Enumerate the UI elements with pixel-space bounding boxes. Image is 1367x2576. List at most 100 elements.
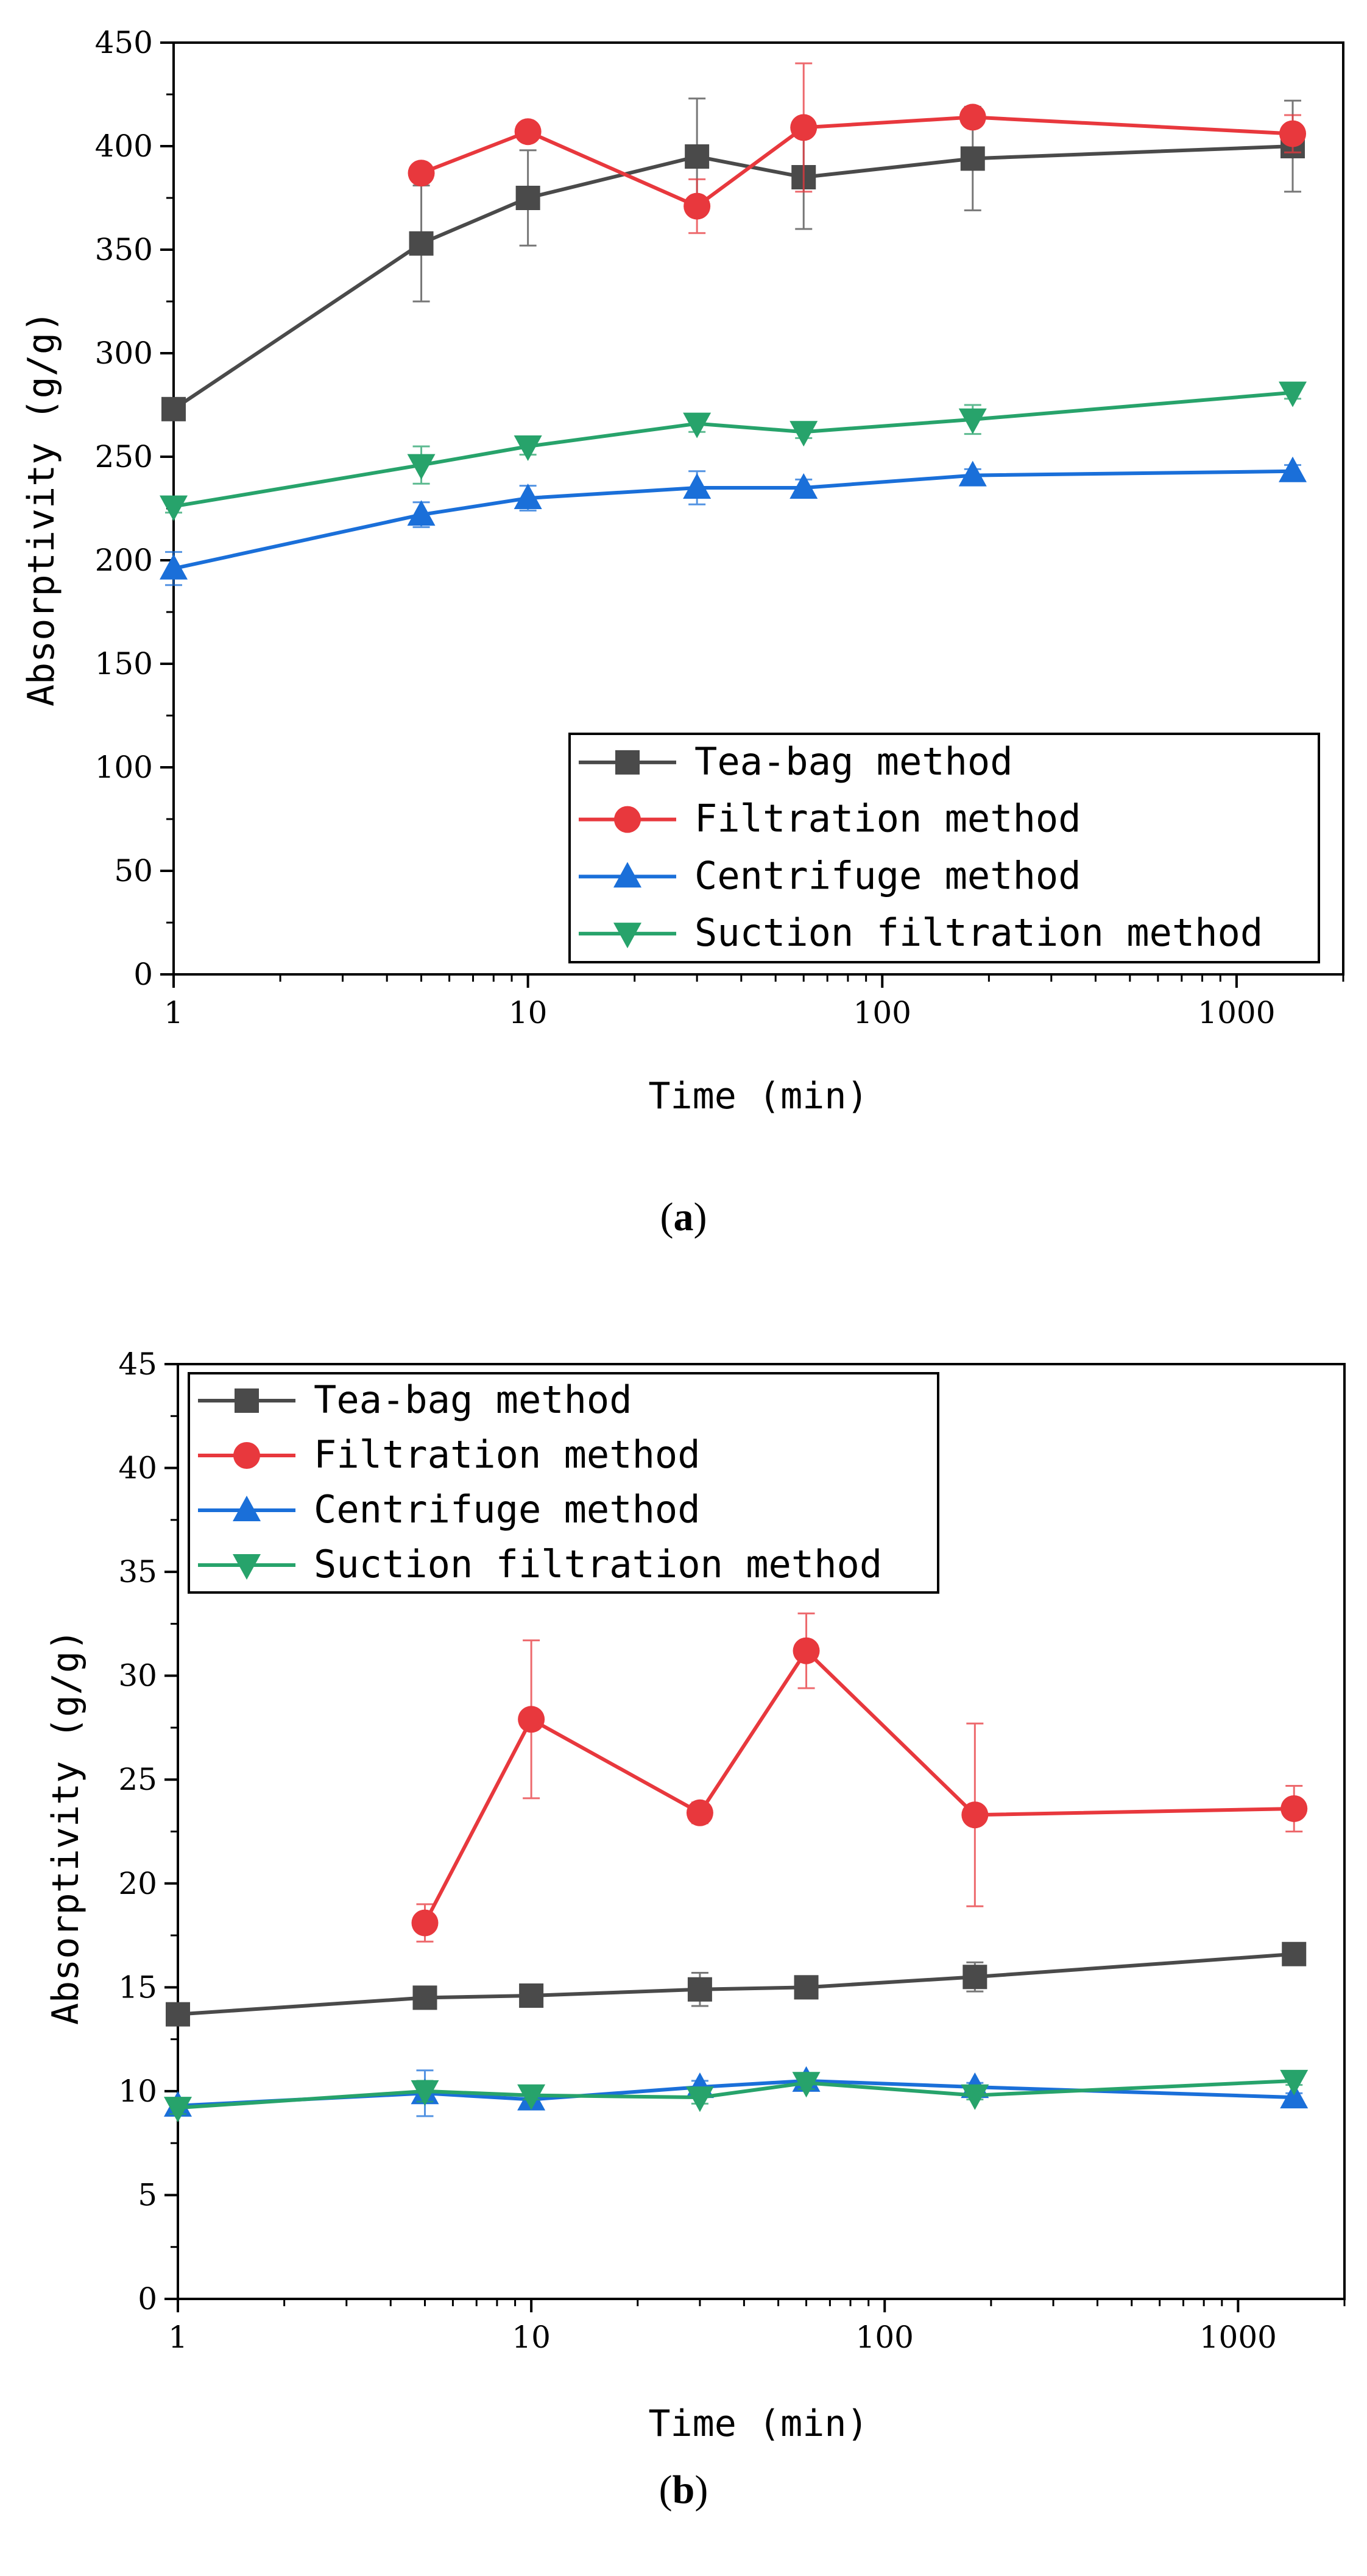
legend-marker <box>233 1496 261 1521</box>
data-point <box>407 500 436 526</box>
y-tick-label: 300 <box>95 336 153 371</box>
data-point <box>790 114 818 141</box>
data-point <box>961 1801 989 1829</box>
data-point <box>160 554 188 580</box>
x-tick-label: 1000 <box>1198 995 1275 1030</box>
series-4 <box>160 381 1307 521</box>
data-point <box>961 2084 989 2110</box>
y-tick-label: 35 <box>118 1554 157 1589</box>
data-point <box>409 231 434 256</box>
y-tick-label: 150 <box>95 646 153 681</box>
data-point <box>161 396 186 421</box>
y-tick-label: 0 <box>138 2281 157 2317</box>
legend-item: Centrifuge method <box>579 853 1081 898</box>
legend-item: Tea-bag method <box>198 1378 632 1422</box>
data-point <box>960 146 985 171</box>
panel-caption: (b) <box>659 2468 708 2512</box>
data-point <box>1280 2069 1309 2096</box>
legend-marker <box>615 750 640 775</box>
data-point <box>959 104 986 131</box>
data-point <box>515 186 540 210</box>
data-point <box>792 2072 821 2098</box>
legend-item: Suction filtration method <box>579 910 1263 955</box>
data-point <box>685 2086 714 2113</box>
legend-item: Filtration method <box>198 1432 701 1477</box>
data-point <box>789 421 818 447</box>
legend-item: Filtration method <box>579 797 1081 841</box>
series-3 <box>160 456 1307 586</box>
data-point <box>1279 456 1307 482</box>
legend: Tea-bag method Filtration method Centrifug… <box>188 1372 939 1594</box>
legend-marker <box>233 1442 260 1469</box>
y-tick-label: 15 <box>118 1969 157 2005</box>
y-axis-title: Absorptivity (g/g) <box>20 311 63 706</box>
x-tick-label: 10 <box>512 2320 551 2355</box>
series-line <box>172 144 1293 411</box>
series-line <box>173 469 1293 571</box>
x-tick-label: 1 <box>168 2320 188 2355</box>
chart-panel-a: 0 50 100 150 200 250 300 350 400 450 1 10 100 1000 Tim… <box>20 25 1344 1239</box>
series-4 <box>164 2069 1309 2123</box>
data-point <box>411 2080 439 2106</box>
legend-label: Tea-bag method <box>314 1378 632 1422</box>
data-point <box>407 454 436 480</box>
data-point <box>685 144 710 169</box>
data-point <box>1279 381 1307 407</box>
data-point <box>794 1975 819 2000</box>
data-point <box>1282 1941 1307 1966</box>
caption-open: ( <box>660 1195 674 1239</box>
legend-box <box>568 733 1320 963</box>
legend-label: Filtration method <box>694 797 1081 841</box>
panel-caption: (a) <box>660 1195 707 1239</box>
data-point <box>519 1983 544 2008</box>
series-1 <box>161 97 1305 421</box>
x-axis-title: Time (min) <box>648 1075 868 1117</box>
y-tick-label: 200 <box>95 543 153 578</box>
legend-marker <box>613 862 641 888</box>
y-tick-label: 450 <box>95 25 153 60</box>
legend-item: Centrifuge method <box>198 1487 701 1532</box>
legend-label: Suction filtration method <box>694 910 1263 955</box>
legend-item: Tea-bag method <box>579 739 1013 784</box>
series-line <box>420 115 1293 209</box>
data-point <box>517 2084 546 2110</box>
x-tick-label: 100 <box>853 995 911 1030</box>
caption-open: ( <box>659 2468 673 2512</box>
y-tick-label: 250 <box>95 439 153 474</box>
legend-label: Centrifuge method <box>694 853 1081 898</box>
y-tick-label: 5 <box>138 2177 157 2212</box>
data-point <box>514 484 542 509</box>
caption-letter: b <box>673 2468 695 2512</box>
data-point <box>1280 2083 1309 2109</box>
caption-close: ) <box>694 2468 708 2512</box>
y-tick-label: 350 <box>95 232 153 267</box>
y-tick-label: 25 <box>118 1762 157 1797</box>
y-tick-label: 50 <box>114 853 153 889</box>
legend-marker <box>614 806 641 833</box>
data-point <box>686 1799 713 1826</box>
data-point <box>514 118 542 146</box>
x-tick-label: 1000 <box>1199 2320 1277 2355</box>
legend-marker <box>233 1554 261 1580</box>
data-point <box>408 160 435 187</box>
data-point <box>958 460 987 487</box>
data-point <box>164 2097 192 2123</box>
legend-box <box>188 1372 939 1594</box>
data-point <box>411 1909 439 1937</box>
y-axis-title: Absorptivity (g/g) <box>44 1629 87 2025</box>
y-tick-label: 20 <box>118 1866 157 1901</box>
data-point <box>1279 120 1307 147</box>
y-tick-label: 100 <box>95 750 153 785</box>
legend: Tea-bag method Filtration method Centrifug… <box>568 733 1320 963</box>
x-axis-title: Time (min) <box>648 2402 868 2445</box>
y-tick-label: 45 <box>118 1346 157 1382</box>
series-2 <box>408 62 1307 234</box>
legend-marker <box>235 1388 259 1413</box>
y-tick-label: 0 <box>133 957 153 992</box>
series-line <box>423 1648 1295 1924</box>
x-tick-label: 10 <box>509 995 548 1030</box>
data-point <box>514 435 542 461</box>
caption-letter: a <box>674 1195 694 1239</box>
y-tick-label: 10 <box>118 2074 157 2109</box>
